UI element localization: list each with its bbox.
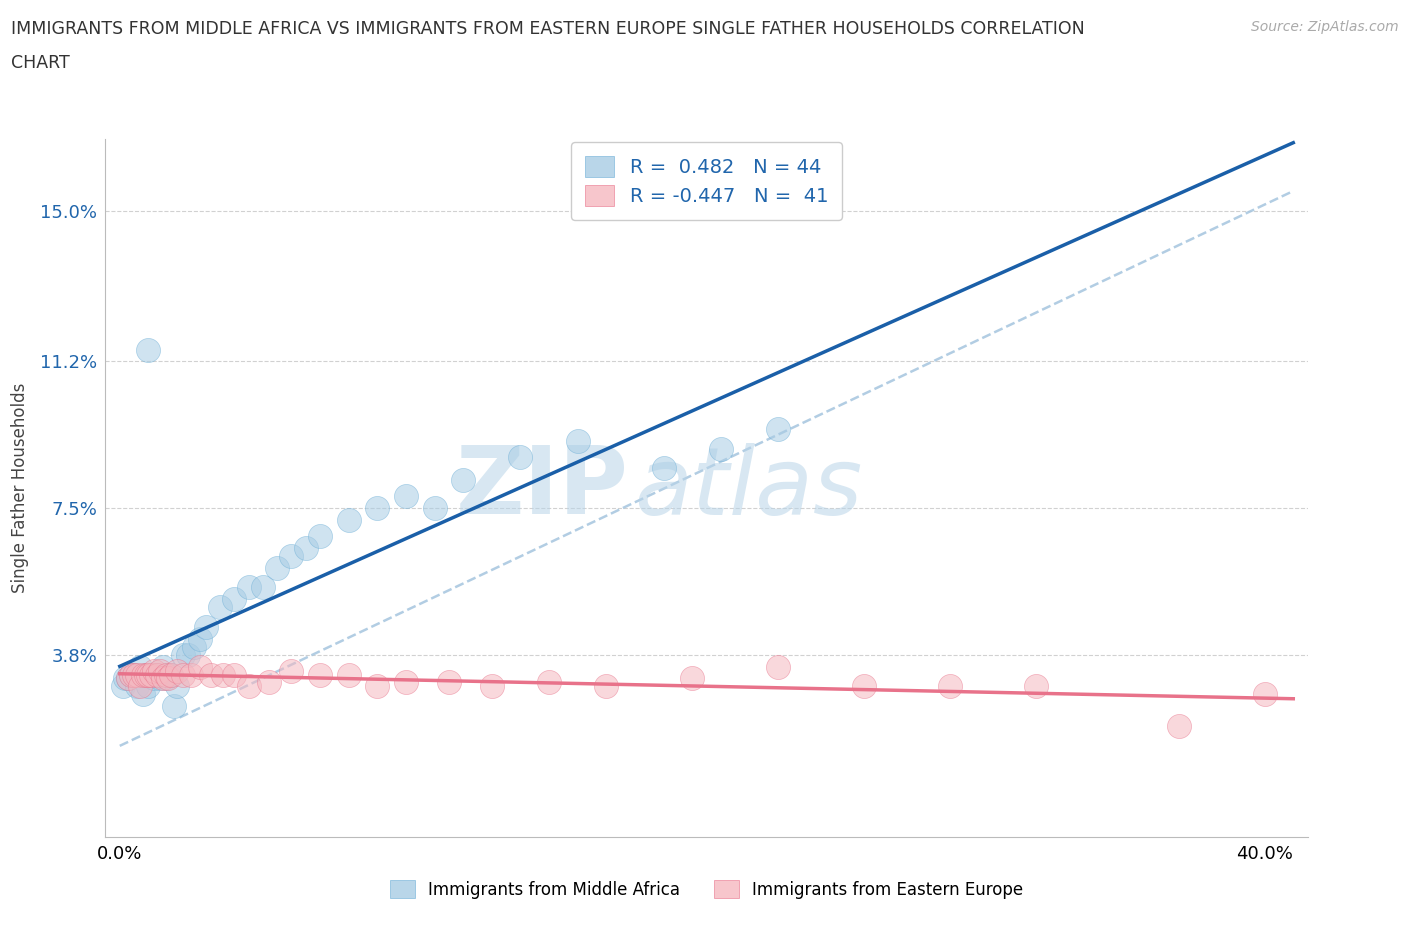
Point <box>152 659 174 674</box>
Point <box>395 489 418 504</box>
Point <box>160 667 183 682</box>
Point <box>224 667 246 682</box>
Point <box>238 679 260 694</box>
Point <box>509 449 531 464</box>
Point <box>208 600 231 615</box>
Point <box>149 671 172 686</box>
Point <box>309 667 332 682</box>
Point <box>131 667 153 682</box>
Point <box>125 667 148 682</box>
Point <box>138 667 160 682</box>
Point <box>111 679 134 694</box>
Point <box>143 671 166 686</box>
Point <box>257 675 280 690</box>
Point <box>138 342 160 357</box>
Point <box>128 659 150 674</box>
Point <box>131 687 153 702</box>
Point <box>766 659 789 674</box>
Point <box>280 548 302 563</box>
Point <box>152 671 174 686</box>
Point <box>423 500 446 515</box>
Point <box>211 667 233 682</box>
Point <box>852 679 875 694</box>
Point <box>595 679 617 694</box>
Point <box>538 675 561 690</box>
Point <box>395 675 418 690</box>
Point <box>451 472 474 487</box>
Point <box>366 500 388 515</box>
Point <box>1025 679 1047 694</box>
Point <box>172 667 194 682</box>
Point <box>238 580 260 595</box>
Point <box>309 528 332 543</box>
Point <box>120 667 142 682</box>
Point <box>166 679 188 694</box>
Point <box>120 667 142 682</box>
Point <box>366 679 388 694</box>
Point <box>681 671 703 686</box>
Point <box>183 639 205 654</box>
Point <box>266 560 288 575</box>
Point <box>1167 719 1189 734</box>
Point <box>188 631 211 646</box>
Point <box>172 647 194 662</box>
Point <box>481 679 503 694</box>
Point <box>128 679 150 694</box>
Point <box>177 647 200 662</box>
Point <box>166 663 188 678</box>
Point <box>117 671 139 686</box>
Point <box>652 461 675 476</box>
Point <box>146 667 169 682</box>
Point <box>122 667 145 682</box>
Point <box>146 667 169 682</box>
Point <box>567 433 589 448</box>
Point <box>1253 687 1275 702</box>
Point <box>939 679 962 694</box>
Point <box>160 667 183 682</box>
Text: atlas: atlas <box>634 443 863 534</box>
Point <box>155 671 177 686</box>
Point <box>294 540 316 555</box>
Point <box>337 667 360 682</box>
Point <box>163 698 186 713</box>
Point <box>114 671 136 686</box>
Point <box>180 667 202 682</box>
Point <box>337 512 360 527</box>
Point <box>437 675 460 690</box>
Point <box>117 671 139 686</box>
Point <box>766 421 789 436</box>
Point <box>138 679 160 694</box>
Point <box>188 659 211 674</box>
Point <box>141 667 163 682</box>
Y-axis label: Single Father Households: Single Father Households <box>11 383 30 593</box>
Point <box>149 663 172 678</box>
Legend: Immigrants from Middle Africa, Immigrants from Eastern Europe: Immigrants from Middle Africa, Immigrant… <box>384 873 1029 906</box>
Point <box>224 591 246 606</box>
Point <box>135 667 156 682</box>
Text: Source: ZipAtlas.com: Source: ZipAtlas.com <box>1251 20 1399 34</box>
Point <box>141 667 163 682</box>
Point <box>252 580 274 595</box>
Text: IMMIGRANTS FROM MIDDLE AFRICA VS IMMIGRANTS FROM EASTERN EUROPE SINGLE FATHER HO: IMMIGRANTS FROM MIDDLE AFRICA VS IMMIGRA… <box>11 20 1085 38</box>
Point <box>157 667 180 682</box>
Text: CHART: CHART <box>11 54 70 72</box>
Point <box>143 663 166 678</box>
Point <box>122 667 145 682</box>
Text: ZIP: ZIP <box>456 443 628 534</box>
Point <box>157 671 180 686</box>
Point <box>280 663 302 678</box>
Point <box>155 667 177 682</box>
Point <box>194 619 217 634</box>
Point <box>135 667 156 682</box>
Point <box>710 441 733 456</box>
Point <box>125 679 148 694</box>
Point <box>200 667 222 682</box>
